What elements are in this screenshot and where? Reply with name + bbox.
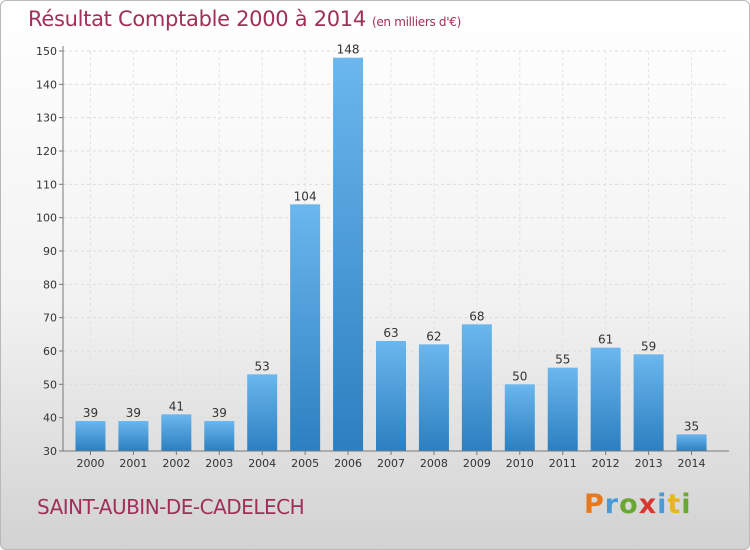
data-label: 55	[555, 353, 570, 367]
axes: 30 40 50 60 70 80 90 100 110 120 130 140 150 2000 2001…	[36, 45, 729, 470]
x-tick-label: 2010	[506, 457, 534, 470]
x-tick-label: 2006	[334, 457, 362, 470]
y-tick-label: 60	[43, 345, 57, 358]
y-tick-label: 140	[36, 78, 57, 91]
data-label: 35	[684, 419, 699, 433]
bar-2014	[676, 434, 707, 451]
x-tick-label: 2005	[291, 457, 319, 470]
y-tick-label: 50	[43, 378, 57, 391]
data-label: 39	[126, 406, 141, 420]
x-tick-label: 2003	[205, 457, 233, 470]
x-tick-label: 2012	[592, 457, 620, 470]
y-tick-label: 90	[43, 245, 57, 258]
x-tick-label: 2004	[248, 457, 276, 470]
x-tick-label: 2008	[420, 457, 448, 470]
x-tick-label: 2009	[463, 457, 491, 470]
x-tick-label: 2000	[76, 457, 104, 470]
data-label: 148	[337, 43, 360, 57]
bar-2002	[161, 414, 192, 451]
x-tick-label: 2002	[162, 457, 190, 470]
data-label: 68	[469, 309, 484, 323]
x-tick-label: 2014	[678, 457, 706, 470]
y-tick-label: 120	[36, 145, 57, 158]
x-tick-label: 2013	[635, 457, 663, 470]
title-unit: (en milliers d'€)	[371, 15, 461, 29]
data-label: 39	[83, 406, 98, 420]
commune-name: SAINT-AUBIN-DE-CADELECH	[37, 495, 305, 519]
data-label: 63	[383, 326, 398, 340]
bar-2005	[290, 204, 321, 451]
bar-2003	[204, 421, 235, 451]
y-tick-label: 70	[43, 312, 57, 325]
y-tick-label: 80	[43, 278, 57, 291]
data-label: 41	[169, 399, 184, 413]
bars: 39 39 41 39 53 104 148 63 62 68 50 55 61 59 35	[75, 43, 707, 452]
data-label: 62	[426, 329, 441, 343]
data-label: 53	[255, 359, 270, 373]
bar-2000	[75, 421, 106, 451]
data-label: 59	[641, 339, 656, 353]
bar-2011	[547, 367, 578, 451]
bar-2001	[118, 421, 149, 451]
bar-2010	[504, 384, 535, 451]
title-text: Résultat Comptable 2000 à 2014	[28, 7, 366, 31]
data-label: 50	[512, 369, 527, 383]
bar-2008	[418, 344, 449, 451]
y-tick-label: 40	[43, 412, 57, 425]
data-label: 61	[598, 333, 613, 347]
bar-2013	[633, 354, 664, 451]
y-tick-label: 30	[43, 445, 57, 458]
bar-2004	[247, 374, 278, 451]
bar-2007	[376, 341, 406, 451]
proxiti-logo: Proxiti	[584, 489, 692, 520]
data-label: 104	[294, 189, 317, 203]
bar-2006	[333, 57, 364, 452]
x-tick-label: 2001	[119, 457, 147, 470]
y-tick-label: 100	[36, 212, 57, 225]
chart-title: Résultat Comptable 2000 à 2014 (en millie…	[28, 7, 461, 31]
data-label: 39	[212, 406, 227, 420]
x-tick-label: 2011	[549, 457, 577, 470]
y-tick-label: 150	[36, 45, 57, 58]
bar-2009	[461, 324, 492, 451]
x-tick-label: 2007	[377, 457, 405, 470]
y-tick-label: 110	[36, 178, 57, 191]
bar-2012	[590, 347, 621, 451]
y-tick-label: 130	[36, 112, 57, 125]
